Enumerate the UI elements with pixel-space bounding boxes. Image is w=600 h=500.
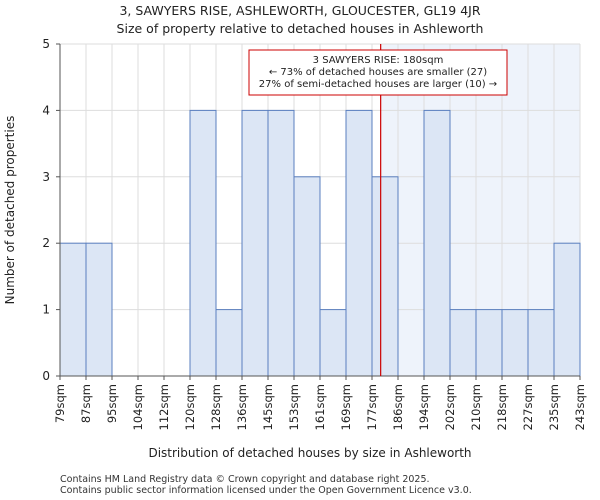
- x-tick-label: 120sqm: [183, 384, 197, 430]
- histogram-bar: [293, 176, 321, 377]
- histogram-bar: [475, 309, 503, 377]
- histogram-bar: [423, 109, 451, 377]
- x-tick-label: 104sqm: [131, 384, 145, 430]
- x-tick-label: 136sqm: [235, 384, 249, 430]
- histogram-bar: [189, 109, 217, 377]
- x-tick-label: 128sqm: [209, 384, 223, 430]
- x-tick-label: 218sqm: [495, 384, 509, 430]
- x-tick-label: 145sqm: [261, 384, 275, 430]
- footer-line-2: Contains public sector information licen…: [60, 485, 472, 496]
- bar-chart: 3 SAWYERS RISE: 180sqm← 73% of detached …: [3, 37, 587, 460]
- x-tick-label: 243sqm: [573, 384, 587, 430]
- x-tick-label: 112sqm: [157, 384, 171, 430]
- histogram-bar: [501, 309, 529, 377]
- histogram-bar: [345, 109, 373, 377]
- footer-line-1: Contains HM Land Registry data © Crown c…: [60, 474, 430, 485]
- histogram-bar: [449, 309, 477, 377]
- histogram-bar: [267, 109, 295, 377]
- x-tick-label: 95sqm: [105, 384, 119, 423]
- chart-title: 3, SAWYERS RISE, ASHLEWORTH, GLOUCESTER,…: [119, 3, 481, 18]
- y-tick-label: 0: [42, 369, 50, 383]
- x-tick-label: 87sqm: [79, 384, 93, 423]
- histogram-bar: [59, 242, 87, 377]
- x-tick-label: 79sqm: [53, 384, 67, 423]
- marker-annotation-line: 3 SAWYERS RISE: 180sqm: [313, 55, 444, 66]
- y-tick-label: 4: [42, 103, 50, 117]
- marker-annotation-box: [248, 49, 508, 96]
- x-tick-label: 194sqm: [417, 384, 431, 430]
- x-tick-label: 202sqm: [443, 384, 457, 430]
- histogram-bar: [85, 242, 113, 377]
- histogram-bar: [371, 176, 399, 377]
- marker-annotation-line: ← 73% of detached houses are smaller (27…: [269, 67, 487, 78]
- x-tick-label: 227sqm: [521, 384, 535, 430]
- x-tick-label: 161sqm: [313, 384, 327, 430]
- histogram-bar: [527, 309, 555, 377]
- marker-annotation-line: 27% of semi-detached houses are larger (…: [259, 79, 497, 90]
- histogram-bar: [215, 309, 243, 377]
- histogram-bar: [553, 242, 581, 377]
- y-tick-label: 1: [42, 303, 50, 317]
- y-axis-label: Number of detached properties: [3, 116, 17, 305]
- y-tick-label: 3: [42, 170, 50, 184]
- x-tick-label: 210sqm: [469, 384, 483, 430]
- x-tick-label: 186sqm: [391, 384, 405, 430]
- histogram-bar: [319, 309, 347, 377]
- x-axis-label: Distribution of detached houses by size …: [148, 446, 471, 460]
- histogram-bar: [241, 109, 269, 377]
- x-tick-label: 235sqm: [547, 384, 561, 430]
- x-tick-label: 169sqm: [339, 384, 353, 430]
- y-tick-label: 5: [42, 37, 50, 51]
- x-tick-label: 153sqm: [287, 384, 301, 430]
- x-tick-label: 177sqm: [365, 384, 379, 430]
- chart-subtitle: Size of property relative to detached ho…: [116, 21, 484, 36]
- y-tick-label: 2: [42, 236, 50, 250]
